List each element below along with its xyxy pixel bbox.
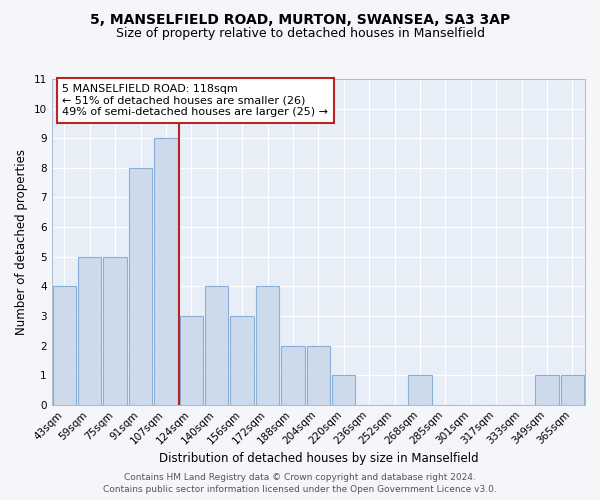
Bar: [230, 316, 254, 404]
Text: Contains HM Land Registry data © Crown copyright and database right 2024.
Contai: Contains HM Land Registry data © Crown c…: [103, 472, 497, 494]
Text: 5, MANSELFIELD ROAD, MURTON, SWANSEA, SA3 3AP: 5, MANSELFIELD ROAD, MURTON, SWANSEA, SA…: [90, 12, 510, 26]
X-axis label: Distribution of detached houses by size in Manselfield: Distribution of detached houses by size …: [158, 452, 478, 465]
Bar: [560, 375, 584, 404]
Bar: [129, 168, 152, 404]
Bar: [205, 286, 229, 405]
Bar: [103, 256, 127, 404]
Bar: [256, 286, 279, 405]
Bar: [53, 286, 76, 405]
Bar: [78, 256, 101, 404]
Y-axis label: Number of detached properties: Number of detached properties: [15, 149, 28, 335]
Bar: [281, 346, 305, 405]
Bar: [408, 375, 431, 404]
Text: Size of property relative to detached houses in Manselfield: Size of property relative to detached ho…: [115, 28, 485, 40]
Bar: [332, 375, 355, 404]
Bar: [179, 316, 203, 404]
Bar: [535, 375, 559, 404]
Bar: [154, 138, 178, 404]
Text: 5 MANSELFIELD ROAD: 118sqm
← 51% of detached houses are smaller (26)
49% of semi: 5 MANSELFIELD ROAD: 118sqm ← 51% of deta…: [62, 84, 328, 117]
Bar: [307, 346, 330, 405]
